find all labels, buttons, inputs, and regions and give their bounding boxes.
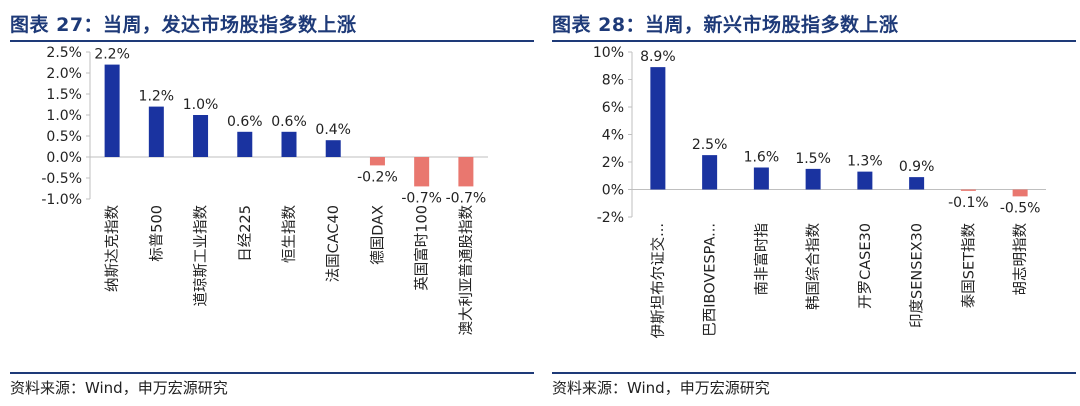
y-tick-label: 0% [602,183,624,199]
right-source-note: 资料来源：Wind，申万宏源研究 [552,379,770,397]
y-tick-label: 2.5% [46,45,82,61]
data-label: 2.2% [94,47,130,63]
category-label: 道琼斯工业指数 [193,205,210,307]
category-label: 英国富时100 [413,205,431,291]
bar [1012,189,1028,197]
category-label: 南非富时指 [752,223,770,296]
y-tick-label: 0.5% [46,129,82,145]
y-tick-label: 1.5% [46,87,82,103]
y-tick-label: 1.0% [46,108,82,124]
data-label: 0.9% [899,159,935,175]
left-bar-chart: 2.5% 2.0% 1.5% 1.0% 0.5% 0.0% -0.5% -1.0% 2.2% 纳斯… [41,45,488,336]
data-label: 1.5% [795,151,831,167]
right-chart-panel: 图表 28：当周，新兴市场股指多数上涨 10% 8% 6% 4% 2% 0% -2% 8.9%… [552,0,1076,406]
bar [193,115,209,157]
bar [805,168,821,190]
left-source-note: 资料来源：Wind，申万宏源研究 [10,379,228,397]
category-label: 伊斯坦布尔证交... [649,223,667,338]
left-footer-rule [10,372,534,374]
bar [414,157,430,187]
data-label: 8.9% [640,49,676,65]
data-label: 1.3% [847,154,883,170]
category-label: 韩国综合指数 [805,223,822,310]
data-label: 1.6% [744,150,780,166]
category-label: 胡志明指数 [1012,223,1029,296]
y-tick-label: 10% [593,45,624,61]
data-label: 1.0% [183,97,219,113]
data-label: 1.2% [139,89,175,105]
category-label: 纳斯达克指数 [104,205,121,292]
y-tick-label: -2% [597,210,624,226]
left-chart-panel: 图表 27：当周，发达市场股指多数上涨 2.5% 2.0% 1.5% 1.0% 0.5%… [10,0,534,406]
bar [702,155,718,190]
left-title-rule [10,40,534,42]
right-chart-title: 图表 28：当周，新兴市场股指多数上涨 [552,14,899,36]
data-label: 0.4% [315,122,351,138]
category-label: 德国DAX [369,205,386,265]
y-tick-label: 2% [602,155,624,171]
category-label: 恒生指数 [281,205,298,263]
y-tick-label: -0.5% [41,171,82,187]
bar [104,64,120,157]
y-tick-label: 8% [602,73,624,89]
bar [960,189,976,191]
bar [237,131,253,157]
bar [650,67,666,190]
data-label: 0.6% [271,114,307,130]
bar [458,157,474,187]
bar [857,171,873,190]
y-tick-label: 2.0% [46,66,82,82]
category-label: 标普500 [148,205,165,262]
category-label: 澳大利亚普通股指数 [458,205,475,336]
bar [281,131,297,157]
bar [325,140,341,157]
y-tick-label: 0.0% [46,150,82,166]
category-label: 开罗CASE30 [858,223,874,309]
data-label: 2.5% [692,137,728,153]
category-label: 巴西IBOVESPA... [703,223,719,337]
y-tick-label: 6% [602,100,624,116]
bar [148,106,164,157]
bar [909,177,925,190]
left-chart-title: 图表 27：当周，发达市场股指多数上涨 [10,14,357,36]
data-label: -0.5% [1000,200,1041,216]
category-label: 日经225 [237,205,254,262]
right-bar-chart: 10% 8% 6% 4% 2% 0% -2% 8.9% 伊斯坦布尔证交... 2.5% 巴西IBOV… [593,45,1046,338]
category-label: 印度SENSEX30 [909,223,926,328]
bar [369,157,385,166]
data-label: -0.7% [401,190,442,206]
bar [753,167,769,190]
data-label: -0.7% [446,190,487,206]
data-label: -0.1% [948,195,989,211]
category-label: 泰国SET指数 [960,223,977,309]
data-label: -0.2% [357,169,398,185]
data-label: 0.6% [227,114,263,130]
y-tick-label: -1.0% [41,192,82,208]
y-tick-label: 4% [602,128,624,144]
right-footer-rule [552,372,1076,374]
category-label: 法国CAC40 [325,205,342,282]
right-title-rule [552,40,1076,42]
